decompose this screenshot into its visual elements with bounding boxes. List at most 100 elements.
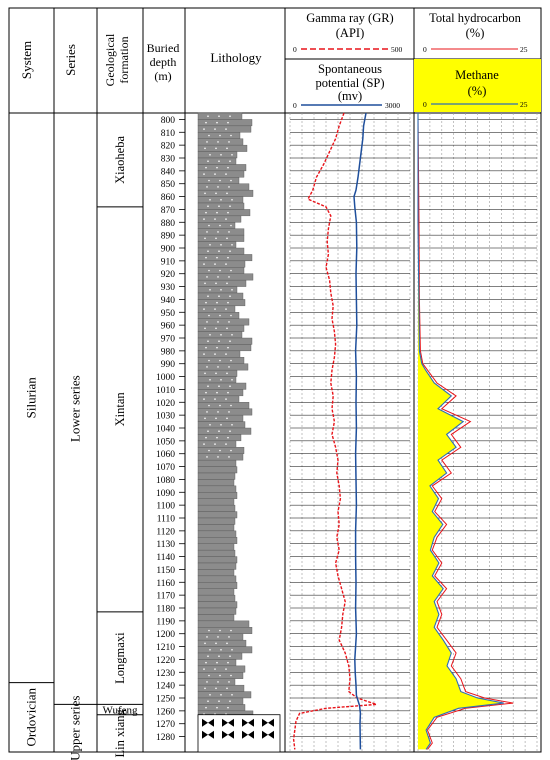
lithology-dot (205, 301, 207, 304)
lithology-dot (230, 269, 232, 272)
lithology-dot (208, 224, 210, 227)
series-label-1: Upper series (68, 696, 83, 760)
lithology-dot (216, 121, 218, 124)
lithology-dot (230, 359, 232, 362)
lithology-dot (219, 674, 221, 677)
lithology-dot (214, 263, 216, 265)
lithology-dot (207, 250, 209, 253)
gr-max: 500 (391, 45, 403, 54)
lithology-dot (215, 687, 217, 690)
lithology-dot (231, 378, 233, 381)
lithology-dot (205, 121, 207, 124)
lithology-bed (197, 517, 236, 525)
lithology-dot (208, 269, 210, 272)
depth-tick-label-19: 990 (161, 360, 176, 370)
methane-fill (418, 113, 504, 750)
lithology-dot (204, 192, 206, 195)
depth-tick-label-40: 1200 (156, 630, 175, 640)
lithology-dot (219, 179, 221, 182)
lithology-dot (207, 655, 209, 658)
lithology-dot (219, 224, 221, 227)
lithology-bed (197, 620, 250, 628)
lithology-dot (209, 378, 211, 381)
lithology-bed (197, 260, 246, 268)
lithology-dot (228, 186, 230, 188)
depth-tick-label-0: 800 (161, 116, 176, 126)
lithology-dot (209, 423, 211, 426)
methane-header-fill (414, 59, 541, 112)
depth-tick-label-34: 1140 (156, 553, 175, 563)
lithology-bed (197, 498, 235, 506)
lithology-dot (214, 353, 216, 355)
lithology-dot (227, 661, 229, 664)
lithology-bed (197, 183, 250, 191)
lithology-dot (229, 160, 231, 163)
lithology-dot (227, 121, 229, 124)
lithology-dot (231, 243, 233, 246)
lithology-dot (226, 282, 228, 285)
lithology-dot (206, 141, 208, 143)
lithology-dot (206, 231, 208, 233)
lithology-dot (204, 327, 206, 330)
lithology-dot (228, 231, 230, 233)
header-formation-1: Geological (103, 33, 117, 86)
gr-curve (292, 112, 377, 750)
lithology-bed (197, 132, 241, 139)
lithology-dot (230, 134, 232, 137)
lithology-dot (204, 687, 206, 690)
lithology-bed (197, 189, 254, 197)
lithology-dot (227, 706, 229, 709)
lithology-dot (204, 282, 206, 285)
lithology-bed (197, 228, 245, 236)
lithology-dot (217, 231, 219, 233)
lithology-dot (227, 346, 229, 349)
lithology-bed (197, 524, 235, 532)
lithology-dot (225, 668, 227, 670)
lithology-dot (226, 417, 228, 420)
header-depth-3: (m) (154, 69, 171, 83)
th-unit: (%) (466, 26, 485, 40)
lithology-bed (197, 331, 243, 339)
depth-tick-label-29: 1090 (156, 489, 175, 499)
lithology-bed (197, 112, 243, 120)
lithology-bed (197, 582, 238, 589)
lithology-dot (219, 449, 221, 452)
lithology-dot (226, 192, 228, 195)
lithology-column (197, 112, 281, 753)
depth-tick-label-12: 920 (161, 270, 176, 280)
lithology-bed (197, 556, 238, 564)
limestone-symbol (242, 730, 254, 739)
lithology-bed (197, 138, 244, 146)
lithology-dot (225, 173, 227, 175)
lithology-dot (207, 430, 209, 433)
depth-tick-label-27: 1070 (156, 463, 175, 473)
lithology-dot (204, 642, 206, 645)
lithology-bed (197, 543, 235, 551)
lithology-dot (209, 153, 211, 156)
lithology-bed (197, 434, 242, 442)
lithology-dot (230, 674, 232, 677)
lithology-dot (209, 333, 211, 336)
lithology-dot (208, 629, 210, 632)
lithology-dot (203, 263, 205, 265)
lithology-dot (206, 456, 208, 458)
lithology-bed (197, 382, 247, 390)
lithology-bed (197, 511, 238, 519)
lithology-dot (217, 141, 219, 143)
stratigraphy-columns: Silurian Ordovician Lower series Upper seri… (9, 136, 143, 760)
depth-tick-label-42: 1220 (156, 656, 175, 666)
lithology-bed (197, 318, 250, 326)
lithology-dot (215, 417, 217, 420)
depth-tick-label-15: 950 (161, 309, 176, 319)
limestone-symbol (262, 730, 274, 739)
lithology-dot (226, 642, 228, 645)
lithology-dot (225, 263, 227, 265)
lithology-dot (215, 282, 217, 285)
lithology-dot (228, 366, 230, 368)
lithology-dot (206, 276, 208, 278)
lithology-dot (228, 456, 230, 458)
lithology-dot (230, 449, 232, 452)
lithology-bed (197, 177, 240, 184)
lithology-dot (226, 147, 228, 150)
depth-tick-label-48: 1280 (156, 733, 175, 743)
